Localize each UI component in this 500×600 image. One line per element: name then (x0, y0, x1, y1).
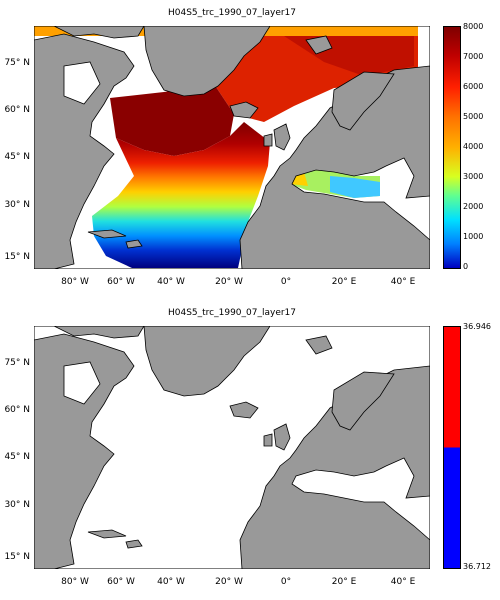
hudson-bay (63, 61, 101, 105)
lat-label: 60° N (4, 105, 30, 115)
lat-label: 15° N (4, 252, 30, 262)
map-title: H04S5_trc_1990_07_layer17 (167, 308, 297, 318)
lat-label: 75° N (4, 358, 30, 368)
lon-label: 20° E (331, 577, 357, 587)
colorbar-tick: 5000 (463, 112, 484, 121)
bottom-map-panel: H04S5_trc_1990_07_layer17 7 (0, 300, 500, 600)
subpolar-gyre-field (110, 84, 234, 156)
scandinavia (331, 71, 395, 131)
iceland (229, 401, 259, 419)
ireland (263, 433, 273, 447)
colorbar-tick: 1000 (463, 232, 484, 241)
top-map-panel: H04S5_trc_1990_07_layer17 (4, 8, 484, 287)
map-title: H04S5_trc_1990_07_layer17 (167, 8, 297, 18)
atlantic-gradient-field (92, 122, 270, 268)
britain (273, 123, 291, 151)
lon-label: 40° W (157, 577, 185, 587)
eurasia-africa (239, 65, 430, 269)
east-med-field (330, 176, 380, 198)
lon-label: 0° (280, 277, 292, 287)
colorbar-tick: 7000 (463, 52, 484, 61)
lon-label: 80° W (61, 277, 89, 287)
north-america (34, 33, 135, 269)
cuba (87, 529, 127, 539)
cuba (87, 229, 127, 239)
lat-label: 60° N (4, 405, 30, 415)
iceland (229, 101, 259, 119)
lat-label: 30° N (4, 500, 30, 510)
bottom-map-plot (34, 326, 430, 569)
lon-label: 20° E (331, 277, 357, 287)
colorbar-two-color (443, 326, 461, 569)
colorbar-tick: 3000 (463, 172, 484, 181)
ireland (263, 133, 273, 147)
colorbar-tick: 0 (463, 262, 469, 271)
arctic-archipelago (53, 326, 145, 339)
land-masses (34, 26, 430, 269)
land-masses (34, 326, 430, 569)
colorbar-tick: 6000 (463, 82, 484, 91)
hispaniola (125, 239, 143, 249)
arctic-archipelago (53, 26, 145, 39)
lon-label: 40° E (390, 277, 416, 287)
eurasia-africa (239, 365, 430, 569)
svalbard (305, 35, 333, 55)
lon-label: 20° W (215, 277, 243, 287)
colorbar-tick-min: 36.712 (463, 562, 491, 571)
colorbar-tick-max: 36.946 (463, 322, 491, 331)
lon-label: 40° E (390, 577, 416, 587)
greenland (143, 326, 271, 397)
greenland (143, 26, 271, 97)
lat-label: 45° N (4, 152, 30, 162)
north-america (34, 333, 135, 569)
colorbar-tick: 2000 (463, 202, 484, 211)
lon-label: 60° W (107, 577, 135, 587)
lat-label: 75° N (4, 58, 30, 68)
lat-label: 30° N (4, 200, 30, 210)
britain (273, 423, 291, 451)
top-map-plot (34, 26, 430, 269)
scandinavia (331, 371, 395, 431)
lon-label: 0° (280, 577, 292, 587)
lon-label: 40° W (157, 277, 185, 287)
colorbar-continuous (443, 26, 461, 269)
lat-label: 45° N (4, 452, 30, 462)
lon-label: 80° W (61, 577, 89, 587)
lon-label: 60° W (107, 277, 135, 287)
hudson-bay (63, 361, 101, 405)
svalbard (305, 335, 333, 355)
lat-label: 15° N (4, 552, 30, 562)
hispaniola (125, 539, 143, 549)
colorbar-tick: 8000 (463, 22, 484, 31)
colorbar-tick: 4000 (463, 142, 484, 151)
lon-label: 20° W (215, 577, 243, 587)
